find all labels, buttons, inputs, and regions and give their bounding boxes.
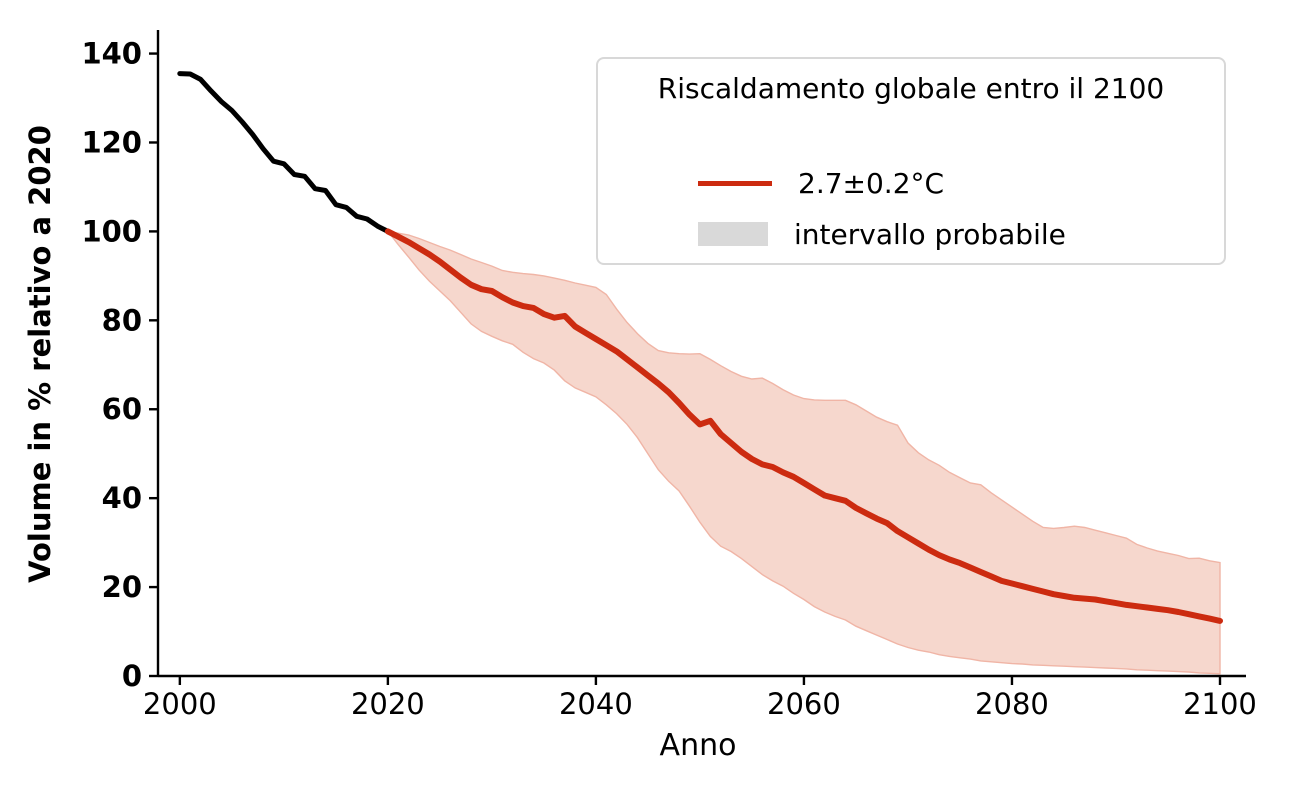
x-tick-label: 2060 bbox=[767, 687, 841, 721]
y-tick-label: 100 bbox=[81, 214, 142, 248]
legend-line-swatch bbox=[698, 180, 772, 186]
legend: Riscaldamento globale entro il 2100 2.7±… bbox=[596, 57, 1226, 265]
legend-item: 2.7±0.2°C bbox=[698, 160, 1066, 206]
volume-storico-line bbox=[177, 71, 391, 234]
legend-patch-swatch bbox=[698, 222, 768, 246]
legend-item-label: intervallo probabile bbox=[794, 217, 1066, 251]
legend-rows: 2.7±0.2°C intervallo probabile bbox=[698, 160, 1066, 262]
x-tick-label: 2000 bbox=[143, 687, 217, 721]
uncertainty-band bbox=[386, 230, 1221, 675]
x-tick-label: 2020 bbox=[351, 687, 425, 721]
x-axis-title: Anno bbox=[659, 728, 737, 763]
y-tick-label: 60 bbox=[102, 392, 142, 426]
y-tick-label: 20 bbox=[102, 570, 142, 604]
y-tick-label: 80 bbox=[102, 303, 142, 337]
legend-item-label: 2.7±0.2°C bbox=[798, 166, 945, 200]
x-tick-label: 2080 bbox=[975, 687, 1049, 721]
y-tick-label: 140 bbox=[81, 37, 142, 71]
y-tick-label: 40 bbox=[102, 481, 142, 515]
legend-title: Riscaldamento globale entro il 2100 bbox=[657, 72, 1165, 105]
x-tick-label: 2100 bbox=[1183, 687, 1257, 721]
legend-item: intervallo probabile bbox=[698, 211, 1066, 257]
proiezione-2.7C-line bbox=[384, 228, 1223, 624]
y-tick-label: 120 bbox=[81, 125, 142, 159]
y-axis-title: Volume in % relativo a 2020 bbox=[23, 125, 57, 583]
y-tick-label: 0 bbox=[122, 659, 142, 693]
x-tick-label: 2040 bbox=[559, 687, 633, 721]
